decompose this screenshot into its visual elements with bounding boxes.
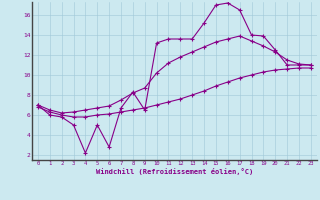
X-axis label: Windchill (Refroidissement éolien,°C): Windchill (Refroidissement éolien,°C) (96, 168, 253, 175)
